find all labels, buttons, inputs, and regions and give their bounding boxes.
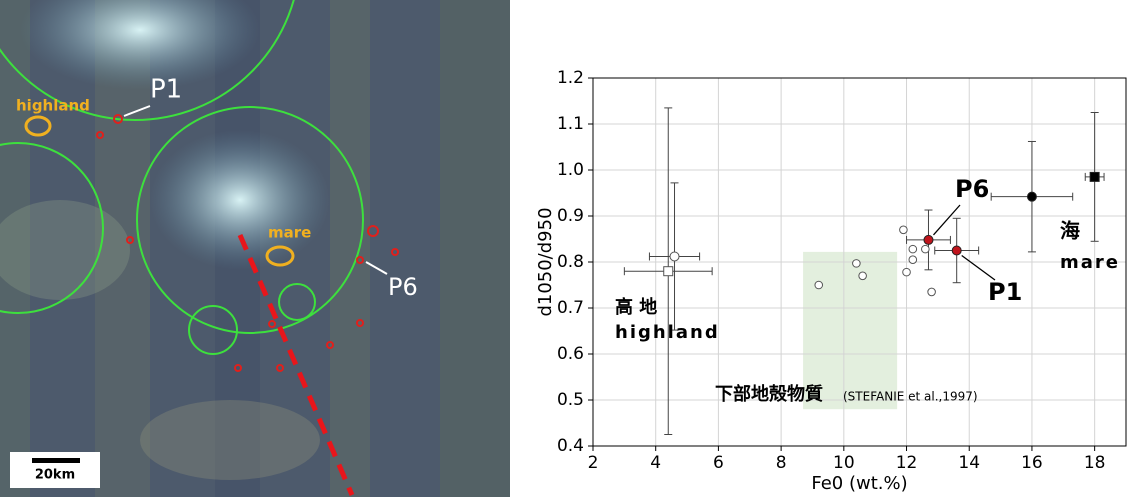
y-tick-label: 1.0 <box>557 160 584 180</box>
point <box>909 245 917 253</box>
annotation: 高 地 <box>615 296 657 318</box>
point <box>952 246 961 255</box>
annotation: 下部地殻物質 <box>715 383 823 405</box>
x-tick-label: 4 <box>650 453 661 473</box>
y-tick-label: 0.8 <box>557 252 584 272</box>
satellite-image: highland mare P1 P6 20km <box>0 0 510 497</box>
image-label: P1 <box>150 75 182 105</box>
point <box>909 256 917 264</box>
annotation: P6 <box>955 175 989 203</box>
y-tick-label: 1.2 <box>557 68 584 88</box>
x-tick-label: 12 <box>896 453 918 473</box>
annotation: 海 <box>1060 219 1080 243</box>
point <box>1027 192 1036 201</box>
x-tick-label: 6 <box>713 453 724 473</box>
point <box>928 288 936 296</box>
y-tick-label: 0.4 <box>557 436 584 456</box>
point <box>900 226 908 234</box>
y-tick-label: 0.6 <box>557 344 584 364</box>
point <box>903 268 911 276</box>
point <box>924 235 933 244</box>
x-tick-label: 8 <box>776 453 787 473</box>
annotation: (STEFANIE et al.,1997) <box>843 390 978 404</box>
y-axis-label: d1050/d950 <box>535 207 556 316</box>
point <box>853 260 861 268</box>
x-tick-label: 18 <box>1084 453 1106 473</box>
annotation: P1 <box>988 278 1022 306</box>
y-tick-label: 0.5 <box>557 390 584 410</box>
x-tick-label: 16 <box>1021 453 1043 473</box>
y-tick-label: 1.1 <box>557 114 584 134</box>
point <box>922 245 930 253</box>
x-tick-label: 2 <box>588 453 599 473</box>
point <box>664 267 673 276</box>
point <box>859 272 867 280</box>
x-tick-label: 14 <box>958 453 980 473</box>
point <box>1090 172 1099 181</box>
annotation: mare <box>1060 252 1120 273</box>
x-tick-label: 10 <box>833 453 855 473</box>
scale-bar <box>32 458 80 463</box>
figure: highland mare P1 P6 20km 0.4 0.5 0.6 0.7 0.8… <box>0 0 1128 497</box>
scale-label: 20km <box>35 468 75 483</box>
annotation: highland <box>615 322 720 343</box>
x-axis-label: Fe0 (wt.%) <box>811 473 907 494</box>
point <box>815 281 823 289</box>
y-tick-label: 0.9 <box>557 206 584 226</box>
point <box>670 252 679 261</box>
y-tick-label: 0.7 <box>557 298 584 318</box>
image-label: P6 <box>388 273 418 301</box>
image-label: mare <box>268 224 311 242</box>
image-label: highland <box>16 97 90 115</box>
